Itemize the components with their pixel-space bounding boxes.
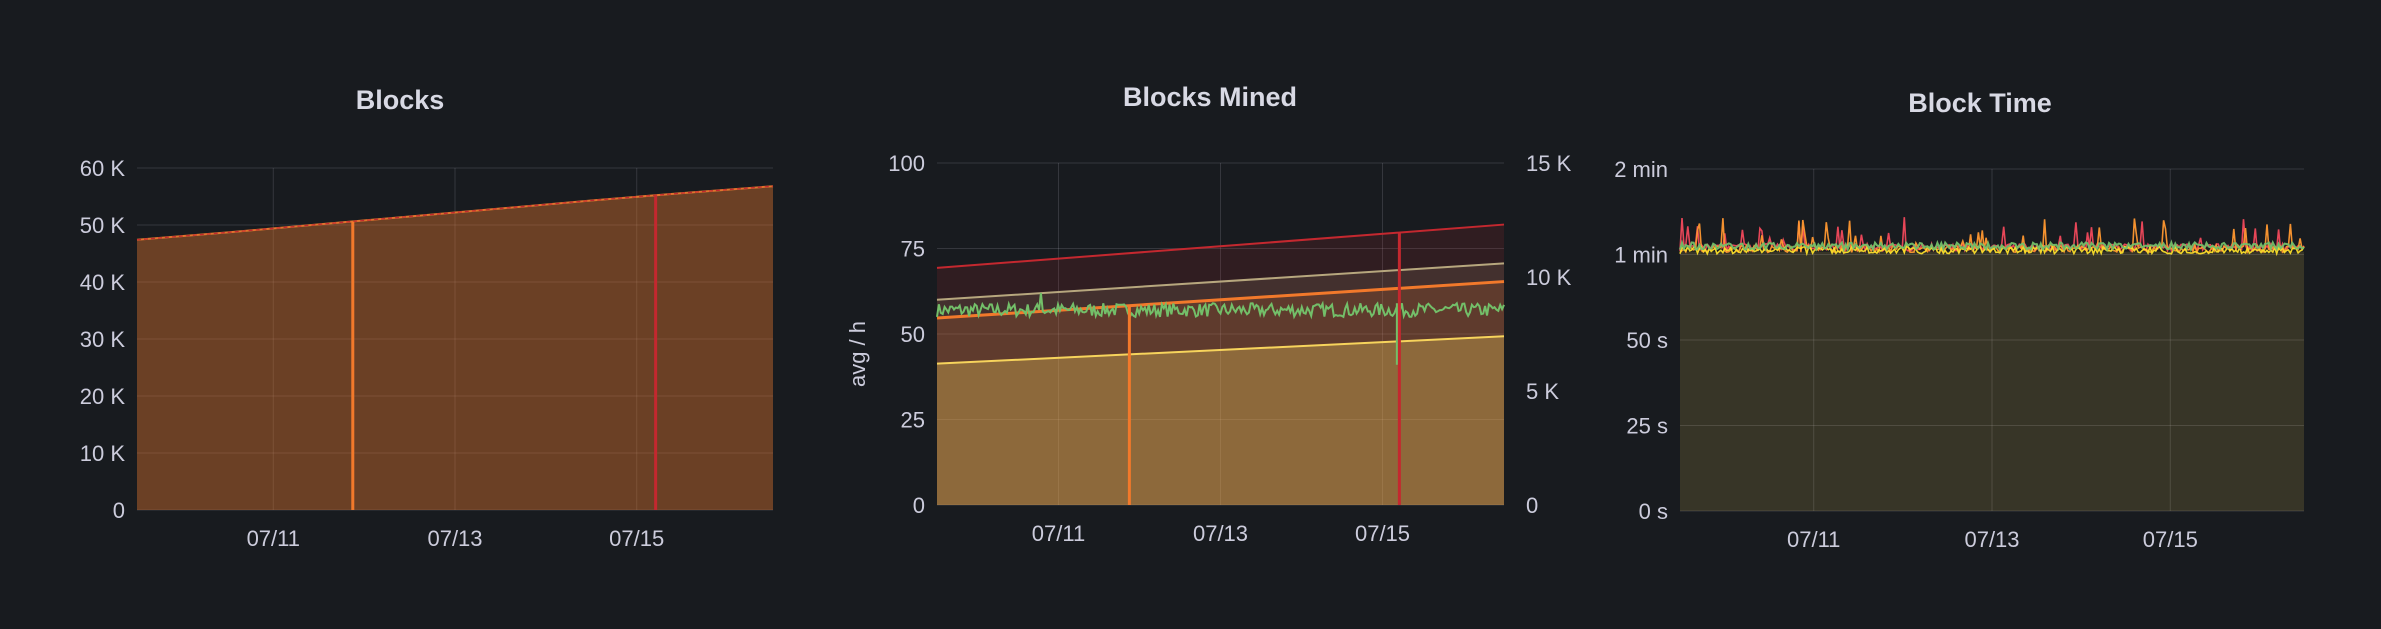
y-tick-label: 25 — [901, 408, 925, 433]
x-tick-label: 07/13 — [1193, 521, 1248, 546]
y-tick-label: 50 K — [80, 213, 126, 238]
x-tick-label: 07/15 — [609, 526, 664, 551]
y-tick-label: 30 K — [80, 327, 126, 352]
y2-tick-label: 0 — [1526, 493, 1538, 518]
y-tick-label: 100 — [888, 151, 925, 176]
y-tick-label: 20 K — [80, 384, 126, 409]
y2-tick-label: 5 K — [1526, 379, 1559, 404]
blocks-mined-chart[interactable]: 07/11 07/13 07/15 0 25 50 75 100 0 5 K 10 K 15 K avg… — [820, 0, 1600, 629]
x-tick-label: 07/13 — [427, 526, 482, 551]
series-area — [1680, 252, 2304, 511]
x-tick-label: 07/11 — [247, 526, 300, 551]
y-tick-label: 0 s — [1639, 499, 1668, 524]
y2-tick-label: 10 K — [1526, 265, 1572, 290]
x-tick-label: 07/13 — [1964, 527, 2019, 552]
series-area — [937, 336, 1504, 505]
y-tick-label: 0 — [113, 498, 125, 523]
y-tick-label: 1 min — [1614, 243, 1668, 268]
blocks-chart[interactable]: 07/11 07/13 07/15 0 10 K 20 K 30 K 40 K 50 K 60 K — [0, 0, 780, 629]
x-tick-label: 07/15 — [2143, 527, 2198, 552]
blocks-area — [137, 186, 773, 510]
blocks-mined-panel: Blocks Mined 07/11 07/13 07/15 0 25 50 75 100 0 5… — [820, 0, 1600, 629]
x-tick-label: 07/11 — [1032, 521, 1085, 546]
y-tick-label: 10 K — [80, 441, 126, 466]
y-tick-label: 0 — [913, 493, 925, 518]
y-tick-label: 25 s — [1626, 414, 1668, 439]
x-tick-label: 07/15 — [1355, 521, 1410, 546]
y-tick-label: 75 — [901, 237, 925, 262]
y-tick-label: 40 K — [80, 270, 126, 295]
y-tick-label: 50 s — [1626, 328, 1668, 353]
y-tick-label: 2 min — [1614, 157, 1668, 182]
y-tick-label: 50 — [901, 322, 925, 347]
block-time-chart[interactable]: 07/11 07/13 07/15 0 s 25 s 50 s 1 min 2 min — [1590, 0, 2370, 629]
y-axis-title: avg / h — [845, 321, 870, 387]
y-tick-label: 60 K — [80, 156, 126, 181]
x-tick-label: 07/11 — [1787, 527, 1840, 552]
y2-tick-label: 15 K — [1526, 151, 1572, 176]
